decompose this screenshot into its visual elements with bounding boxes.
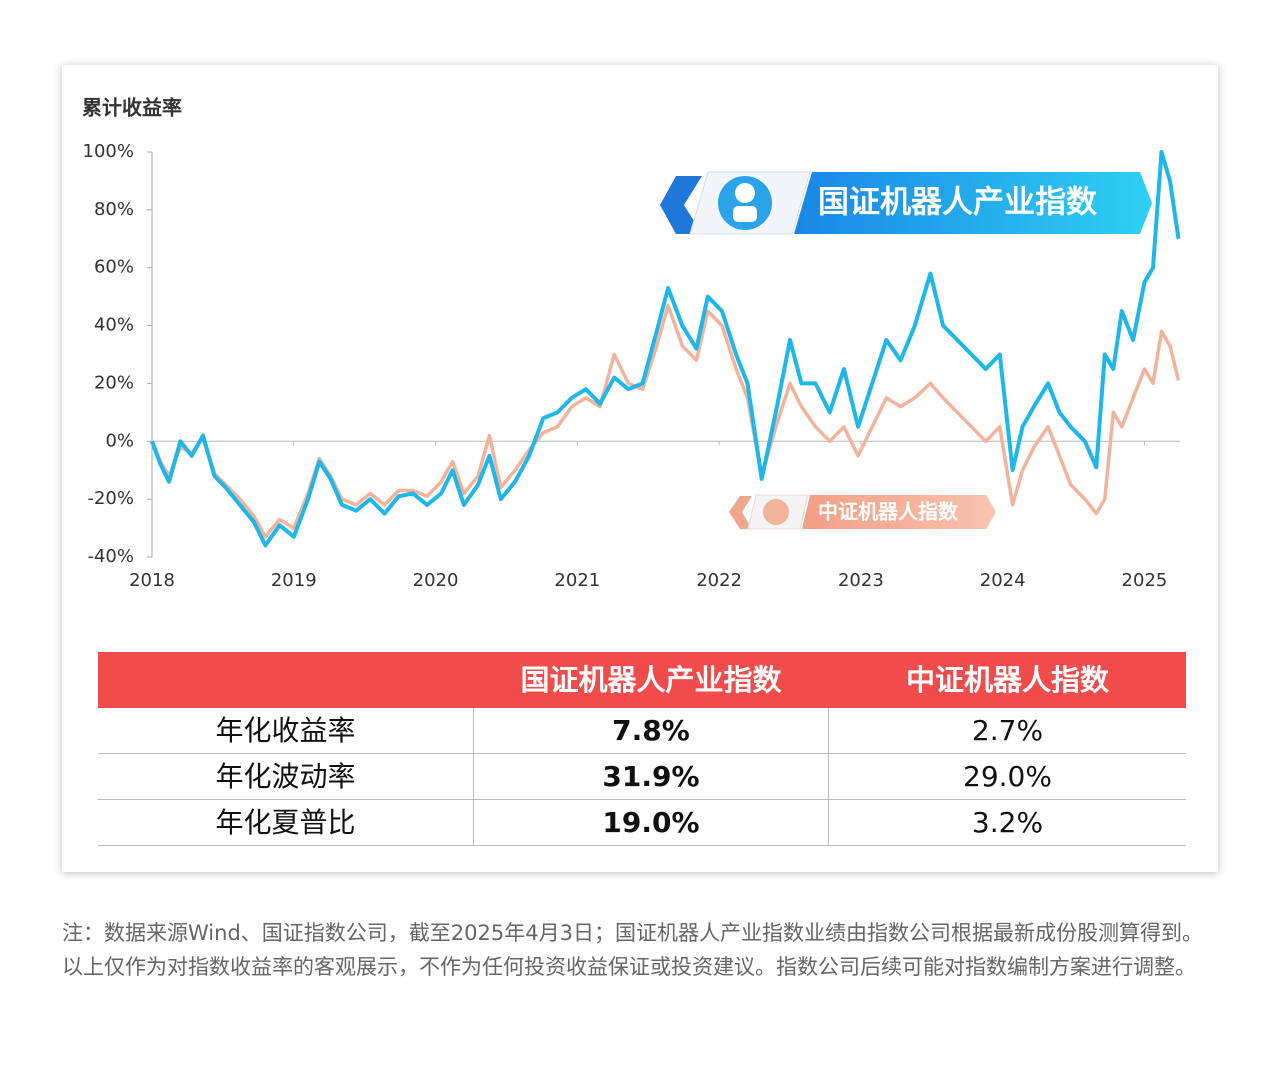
row-label: 年化收益率: [215, 714, 356, 747]
table-cell: 31.9%: [473, 754, 829, 799]
y-tick-label: -20%: [87, 488, 134, 509]
stats-table: 国证机器人产业指数 中证机器人指数 年化收益率 7.8% 2.7% 年化波动率 31.9…: [98, 652, 1186, 846]
robot-body: [733, 206, 757, 222]
robot-head: [735, 183, 755, 203]
row-label: 年化波动率: [215, 760, 356, 793]
y-tick-label: 0%: [105, 430, 134, 451]
y-tick-label: -40%: [87, 546, 134, 567]
table-body: 年化收益率 7.8% 2.7% 年化波动率 31.9% 29.0% 年化夏普比 19.0% 3.…: [98, 708, 1186, 846]
x-tick-label: 2020: [413, 570, 459, 591]
x-tick-label: 2022: [696, 570, 742, 591]
table-cell: 2.7%: [971, 714, 1044, 747]
table-row: 年化夏普比 19.0% 3.2%: [98, 800, 1186, 846]
x-tick-label: 2024: [980, 570, 1026, 591]
table-row: 年化收益率 7.8% 2.7%: [98, 708, 1186, 754]
y-tick-label: 60%: [94, 257, 134, 278]
table-cell: 7.8%: [473, 708, 829, 753]
legend-label: 中证机器人指数: [818, 500, 959, 524]
x-tick-label: 2019: [271, 570, 317, 591]
y-tick-label: 80%: [94, 199, 134, 220]
legend-badge: 国证机器人产业指数: [660, 171, 1152, 235]
y-axis-title: 累计收益率: [82, 96, 182, 120]
y-tick-label: 20%: [94, 372, 134, 393]
y-tick-label: 40%: [94, 315, 134, 336]
badge-band: [802, 495, 996, 529]
robot-icon: [763, 499, 789, 525]
y-tick-label: 100%: [83, 141, 134, 162]
table-header: 国证机器人产业指数 中证机器人指数: [98, 652, 1186, 708]
legend-label: 国证机器人产业指数: [818, 185, 1097, 221]
legend-badge: 中证机器人指数: [729, 494, 996, 530]
header-cell: 国证机器人产业指数: [520, 663, 782, 697]
row-label: 年化夏普比: [215, 806, 356, 839]
table-cell: 3.2%: [971, 806, 1044, 839]
x-tick-label: 2018: [129, 570, 175, 591]
badge-band: [794, 172, 1152, 234]
x-tick-label: 2023: [838, 570, 884, 591]
chart: 累计收益率 -40% -20% 0% 20% 40% 60% 80% 100% 2018 2019…: [82, 96, 1181, 591]
badge-arrow: [660, 176, 702, 234]
badge-arrow: [729, 496, 752, 529]
table-row: 年化波动率 31.9% 29.0%: [98, 754, 1186, 800]
header-cell: 中证机器人指数: [905, 663, 1109, 697]
x-tick-label: 2025: [1122, 570, 1168, 591]
table-cell: 19.0%: [473, 800, 829, 845]
table-cell: 29.0%: [963, 760, 1052, 793]
x-tick-label: 2021: [554, 570, 600, 591]
series-line: [150, 150, 1181, 548]
footnote: 注：数据来源Wind、国证指数公司，截至2025年4月3日；国证机器人产业指数业…: [62, 921, 1203, 979]
